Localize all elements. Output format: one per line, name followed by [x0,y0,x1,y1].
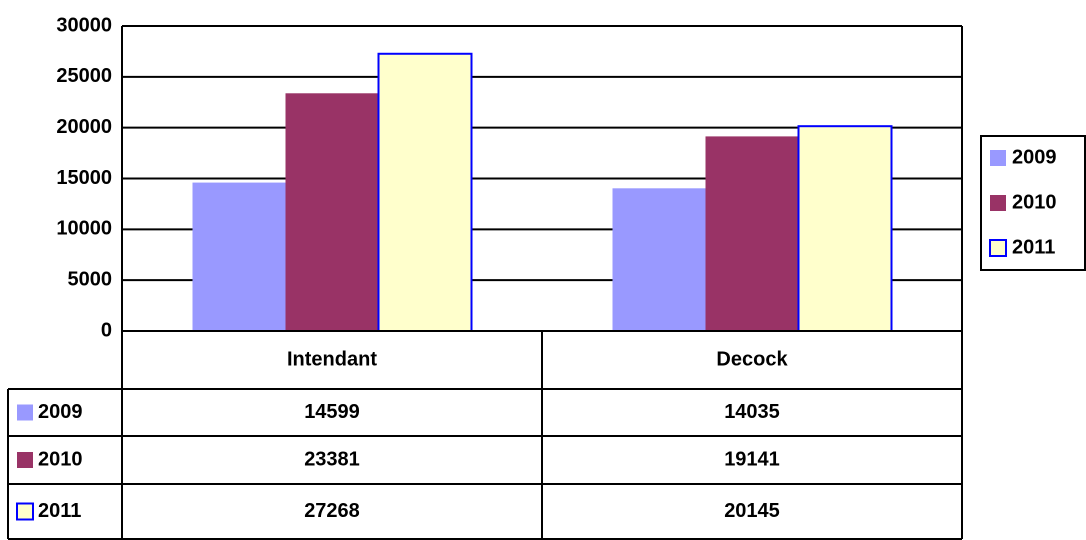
table-value: 14599 [304,401,360,423]
y-tick-label: 30000 [56,14,112,36]
table-series-label: 2011 [38,500,81,522]
bar [612,188,706,331]
bar [192,182,286,331]
table-value: 23381 [304,448,360,470]
table-legend-swatch [17,452,33,468]
table-value: 19141 [724,448,780,470]
bar [377,52,473,333]
table-series-label: 2010 [38,448,83,470]
table-series-label: 2009 [38,401,83,423]
x-tick-label: Intendant [287,348,377,370]
y-tick-label: 0 [101,319,112,341]
table-legend-swatch [17,404,33,421]
y-tick-label: 20000 [56,116,112,138]
y-tick-label: 25000 [56,65,112,87]
y-tick-label: 15000 [56,167,112,189]
table-value: 14035 [724,401,780,423]
bar [797,125,893,332]
table-value: 20145 [724,500,780,522]
table-legend-swatch [16,502,34,521]
table-value: 27268 [304,500,360,522]
legend-box [980,135,1086,271]
bar [285,93,379,331]
legend-label: 2011 [1012,236,1055,258]
legend-label: 2009 [1012,146,1057,168]
legend-label: 2010 [1012,191,1057,213]
legend-swatch [990,195,1006,211]
legend-swatch [990,150,1006,166]
y-tick-label: 5000 [68,268,113,290]
x-tick-label: Decock [716,348,788,370]
legend-swatch [989,239,1007,257]
y-tick-label: 10000 [56,218,112,240]
bar [705,136,799,331]
